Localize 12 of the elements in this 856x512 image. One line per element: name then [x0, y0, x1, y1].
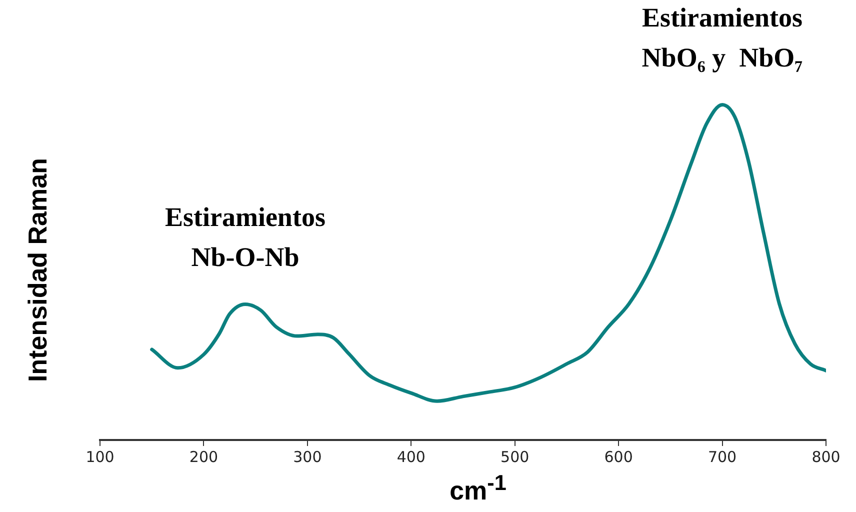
x-tick-label: 100 [86, 448, 114, 466]
x-tick-label: 400 [396, 448, 426, 466]
x-tick-label: 300 [293, 448, 322, 466]
annotation: Estiramientos NbO₆ y NbO₇ [642, 2, 803, 73]
x-tick-label: 700 [708, 448, 737, 466]
x-tick-label: 200 [189, 448, 218, 466]
x-tick-label: 600 [604, 448, 633, 466]
y-axis-title: Intensidad Raman [22, 158, 54, 382]
x-tick-label: 800 [812, 448, 840, 466]
annotation: Estiramientos Nb-O-Nb [164, 202, 326, 272]
x-tick-label: 500 [500, 448, 530, 466]
x-axis-title: cm$^{-1}$ [448, 470, 508, 507]
